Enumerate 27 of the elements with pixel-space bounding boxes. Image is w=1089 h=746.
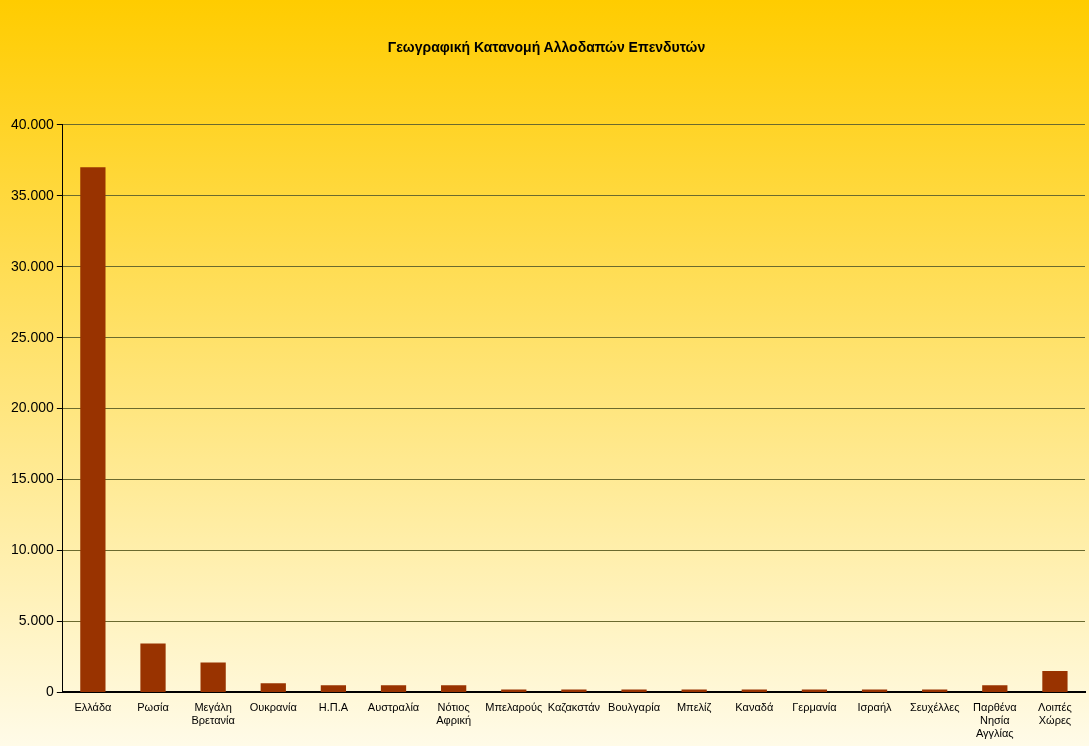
x-tick-label: Λοιπές Χώρες xyxy=(1038,701,1072,727)
y-tick-label: 0 xyxy=(46,683,55,700)
x-tick-label: Μπελαρούς xyxy=(485,701,543,714)
y-tick-label: 15.000 xyxy=(10,470,55,487)
y-tick-label: 10.000 xyxy=(10,541,55,558)
y-tick-label: 30.000 xyxy=(10,257,55,274)
x-tick-label: Καναδά xyxy=(735,701,774,714)
x-tick-label: Μεγάλη Βρετανία xyxy=(191,701,236,727)
y-tick-label: 5.000 xyxy=(18,612,55,629)
x-tick-label: Νότιος Αφρική xyxy=(436,701,472,727)
x-tick-label: Βουλγαρία xyxy=(608,701,661,714)
y-tick-label: 35.000 xyxy=(10,186,55,203)
x-tick-label: Αυστραλία xyxy=(367,701,420,714)
x-tick-label: Ελλάδα xyxy=(74,701,113,714)
x-tick-label: Η.Π.Α xyxy=(318,701,349,714)
x-tick-label: Ρωσία xyxy=(137,701,170,714)
x-tick-label: Γερμανία xyxy=(792,701,838,714)
chart-title: Γεωγραφική Κατανομή Αλλοδαπών Επενδυτών xyxy=(387,39,706,56)
x-tick-label: Ισραήλ xyxy=(857,701,893,714)
x-tick-label: Παρθένα Νησία Αγγλίας xyxy=(973,701,1018,740)
x-tick-label: Ουκρανία xyxy=(249,701,298,714)
y-tick-label: 25.000 xyxy=(10,328,55,345)
y-tick-label: 40.000 xyxy=(10,115,55,132)
x-tick-label: Καζακστάν xyxy=(547,701,601,714)
x-tick-label: Μπελίζ xyxy=(676,701,712,714)
y-tick-label: 20.000 xyxy=(10,399,55,416)
x-tick-label: Σευχέλλες xyxy=(909,701,960,714)
